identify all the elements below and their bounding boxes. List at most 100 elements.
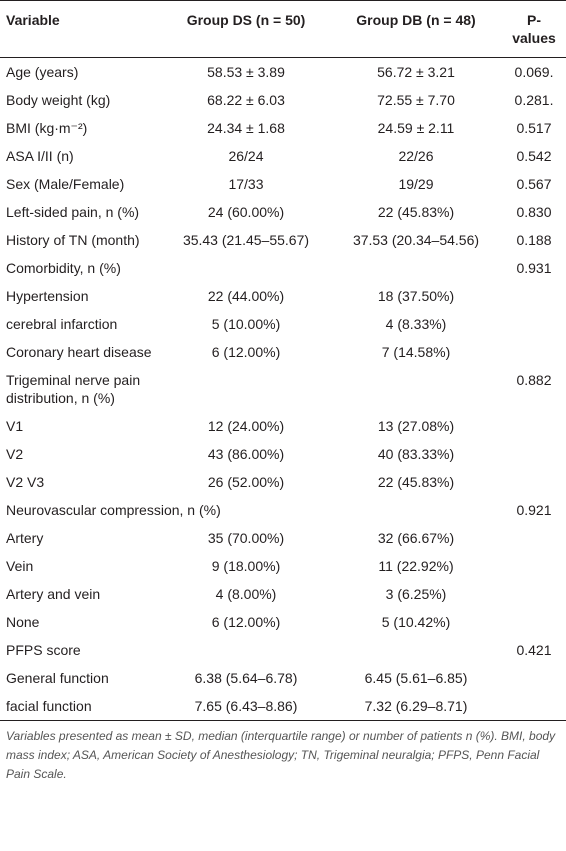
variable-cell: Neurovascular compression, n (%) <box>6 502 221 518</box>
variable-cell: History of TN (month) <box>6 232 140 248</box>
column-header: P-values <box>500 0 566 58</box>
value-cell: 26/24 <box>228 148 264 164</box>
value-cell: 13 (27.08%) <box>377 418 455 434</box>
value-cell: 18 (37.50%) <box>377 288 455 304</box>
value-cell: 0.421 <box>516 642 552 658</box>
value-cell: 6 (12.00%) <box>211 614 281 630</box>
table-body: Age (years) 58.53 ± 3.89 56.72 ± 3.21 0.069… <box>0 58 566 721</box>
value-cell <box>500 282 566 310</box>
header-row: Variable Group DS (n = 50) Group DB (n = 4… <box>0 0 566 58</box>
value-cell: 5 (10.00%) <box>211 316 281 332</box>
value-cell: 4 (8.33%) <box>385 316 447 332</box>
table-row: Vein 9 (18.00%) 11 (22.92%) <box>0 552 566 580</box>
value-cell <box>160 636 330 664</box>
table-row: ASA I/II (n) 26/24 22/26 0.542 <box>0 142 566 170</box>
variable-cell: cerebral infarction <box>6 316 118 332</box>
table-row: Neurovascular compression, n (%) 0.921 <box>0 496 566 524</box>
variable-cell: Artery and vein <box>6 586 101 602</box>
variable-cell: ASA I/II (n) <box>6 148 74 164</box>
variable-cell: Hypertension <box>6 288 89 304</box>
value-cell: 35 (70.00%) <box>207 530 285 546</box>
value-cell: 0.830 <box>516 204 552 220</box>
table-row: Comorbidity, n (%) 0.931 <box>0 254 566 282</box>
value-cell <box>500 580 566 608</box>
value-cell: 19/29 <box>398 176 434 192</box>
variable-cell: Artery <box>6 530 44 546</box>
value-cell: 22 (45.83%) <box>377 474 455 490</box>
value-cell <box>330 496 500 524</box>
value-cell: 3 (6.25%) <box>385 586 447 602</box>
table-row: Age (years) 58.53 ± 3.89 56.72 ± 3.21 0.069… <box>0 58 566 87</box>
value-cell: 0.931 <box>516 260 552 276</box>
value-cell: 40 (83.33%) <box>377 446 455 462</box>
value-cell <box>500 310 566 338</box>
column-header: Group DS (n = 50) <box>160 0 330 58</box>
value-cell: 0.188 <box>516 232 552 248</box>
table-row: facial function 7.65 (6.43–8.86) 7.32 (6.2… <box>0 692 566 721</box>
variable-cell: Comorbidity, n (%) <box>6 260 121 276</box>
value-cell <box>330 636 500 664</box>
value-cell: 0.882 <box>516 372 552 388</box>
variable-cell: V2 <box>6 446 24 462</box>
value-cell: 7 (14.58%) <box>381 344 451 360</box>
value-cell: 68.22 ± 6.03 <box>207 92 285 108</box>
variable-cell: PFPS score <box>6 642 81 658</box>
value-cell <box>500 552 566 580</box>
value-cell: 58.53 ± 3.89 <box>207 64 285 80</box>
value-cell: 11 (22.92%) <box>378 558 454 574</box>
value-cell: 22/26 <box>398 148 434 164</box>
value-cell: 72.55 ± 7.70 <box>377 92 455 108</box>
table-row: V2 V3 26 (52.00%) 22 (45.83%) <box>0 468 566 496</box>
value-cell <box>500 692 566 721</box>
value-cell: 9 (18.00%) <box>211 558 281 574</box>
variable-cell: facial function <box>0 692 160 721</box>
table-row: Hypertension 22 (44.00%) 18 (37.50%) <box>0 282 566 310</box>
variable-cell: V1 <box>6 418 24 434</box>
table-row: Artery 35 (70.00%) 32 (66.67%) <box>0 524 566 552</box>
table-row: V1 12 (24.00%) 13 (27.08%) <box>0 412 566 440</box>
value-cell: 0.567 <box>516 176 552 192</box>
variable-cell: General function <box>6 670 109 686</box>
table-row: PFPS score 0.421 <box>0 636 566 664</box>
variable-cell: Vein <box>6 558 34 574</box>
table-row: Trigeminal nerve pain distribution, n (%… <box>0 366 566 412</box>
value-cell: 6.45 (5.61–6.85) <box>364 670 468 686</box>
value-cell <box>330 366 500 412</box>
value-cell: 7.32 (6.29–8.71) <box>330 692 500 721</box>
value-cell <box>500 412 566 440</box>
table-row: Sex (Male/Female) 17/33 19/29 0.567 <box>0 170 566 198</box>
value-cell: 32 (66.67%) <box>377 530 455 546</box>
value-cell <box>500 524 566 552</box>
table-row: V2 43 (86.00%) 40 (83.33%) <box>0 440 566 468</box>
value-cell: 56.72 ± 3.21 <box>377 64 455 80</box>
footnote: Variables presented as mean ± SD, median… <box>6 729 556 781</box>
value-cell: 22 (44.00%) <box>207 288 285 304</box>
value-cell <box>500 468 566 496</box>
value-cell: 0.921 <box>516 502 552 518</box>
value-cell: 24.34 ± 1.68 <box>207 120 285 136</box>
value-cell <box>160 366 330 412</box>
table-row: Coronary heart disease 6 (12.00%) 7 (14.58… <box>0 338 566 366</box>
value-cell: 7.65 (6.43–8.86) <box>160 692 330 721</box>
value-cell: 6 (12.00%) <box>211 344 281 360</box>
variable-cell: Body weight (kg) <box>6 92 111 108</box>
value-cell: 43 (86.00%) <box>207 446 285 462</box>
column-header: Group DB (n = 48) <box>330 0 500 58</box>
value-cell <box>500 664 566 692</box>
value-cell: 6.38 (5.64–6.78) <box>194 670 298 686</box>
value-cell <box>500 440 566 468</box>
table-row: Body weight (kg) 68.22 ± 6.03 72.55 ± 7.70… <box>0 86 566 114</box>
data-table: Variable Group DS (n = 50) Group DB (n = 4… <box>0 0 566 721</box>
value-cell: 17/33 <box>228 176 264 192</box>
variable-cell: BMI (kg·m⁻²) <box>6 120 88 136</box>
value-cell: 12 (24.00%) <box>207 418 285 434</box>
value-cell: 24 (60.00%) <box>207 204 285 220</box>
value-cell: 24.59 ± 2.11 <box>377 120 455 136</box>
value-cell: 22 (45.83%) <box>377 204 455 220</box>
variable-cell: None <box>6 614 40 630</box>
value-cell: 4 (8.00%) <box>215 586 277 602</box>
table-row: Artery and vein 4 (8.00%) 3 (6.25%) <box>0 580 566 608</box>
table-row: General function 6.38 (5.64–6.78) 6.45 (5.… <box>0 664 566 692</box>
value-cell: 37.53 (20.34–54.56) <box>352 232 480 248</box>
